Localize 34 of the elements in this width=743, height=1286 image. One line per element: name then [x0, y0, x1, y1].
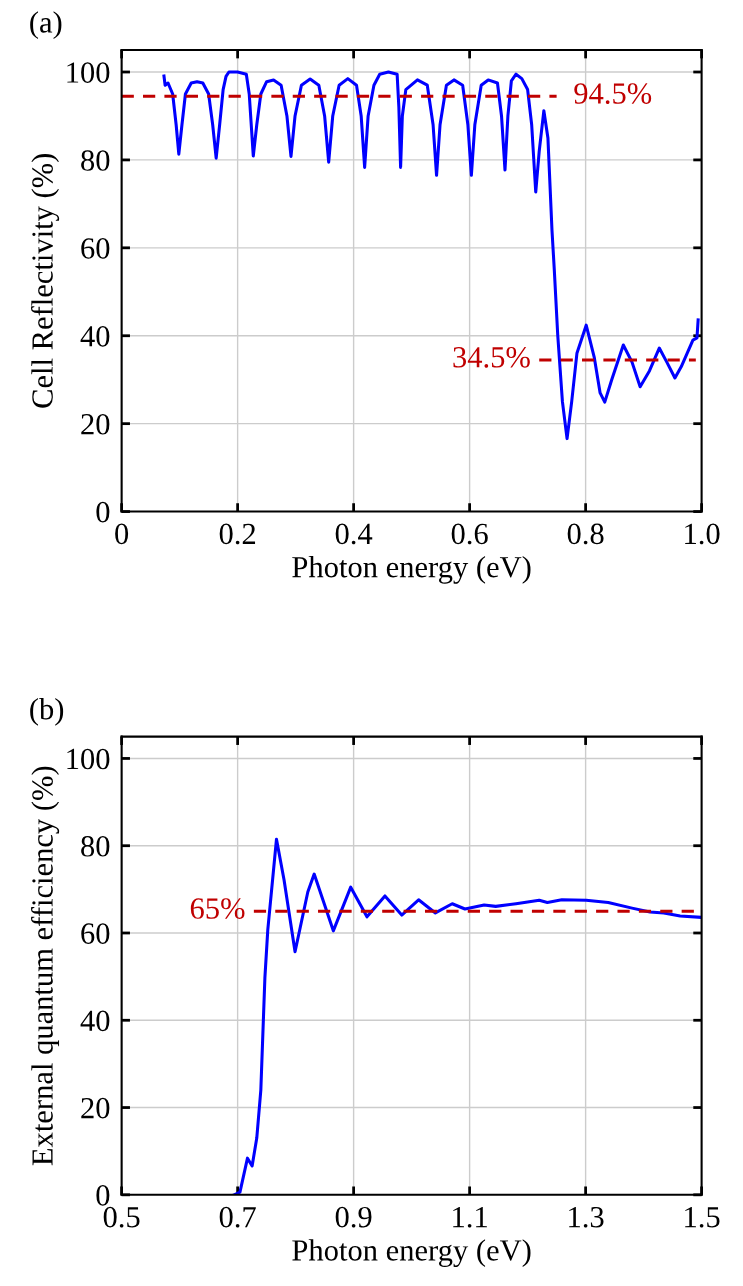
- line-series: [162, 70, 700, 441]
- y-tick-label: 100: [67, 748, 110, 770]
- annotation: 34.5%: [453, 346, 530, 368]
- chart-title: (b): [30, 697, 64, 726]
- x-axis-title: Photon energy (eV): [292, 1239, 531, 1267]
- y-tick-label: 60: [81, 923, 110, 944]
- y-tick-label: 0: [96, 501, 110, 523]
- y-axis-title: Cell Reflectivity (%): [31, 154, 60, 408]
- x-tick-label: 0.8: [567, 523, 604, 545]
- x-tick-label: 1.5: [685, 1206, 720, 1228]
- y-tick-label: 20: [81, 413, 110, 435]
- chart-title: (a): [30, 11, 62, 39]
- y-tick-label: 80: [81, 150, 110, 171]
- y-axis-title: External quantum efficiency (%): [31, 766, 60, 1166]
- y-tick-label: 80: [81, 836, 110, 857]
- y-tick-label: 100: [67, 62, 110, 83]
- y-tick-label: 40: [80, 326, 110, 347]
- y-tick-label: 20: [81, 1097, 110, 1119]
- x-tick-label: 0: [115, 523, 129, 545]
- x-tick-label: 1.1: [453, 1206, 487, 1228]
- y-tick-label: 0: [96, 1185, 110, 1206]
- annotation: 65%: [190, 898, 245, 919]
- x-axis-title: Photon energy (eV): [292, 555, 531, 584]
- x-tick-label: 0.7: [219, 1206, 256, 1228]
- x-tick-label: 0.6: [451, 523, 488, 545]
- x-tick-label: 1.3: [569, 1206, 604, 1228]
- x-tick-label: 0.2: [219, 523, 256, 545]
- x-tick-label: 1.0: [685, 523, 720, 545]
- y-tick-label: 40: [80, 1010, 110, 1032]
- annotation: 94.5%: [574, 83, 652, 104]
- x-tick-label: 0.9: [335, 1206, 372, 1228]
- y-tick-label: 60: [81, 238, 110, 259]
- x-tick-label: 0.4: [335, 523, 373, 545]
- x-tick-label: 0.5: [103, 1206, 140, 1228]
